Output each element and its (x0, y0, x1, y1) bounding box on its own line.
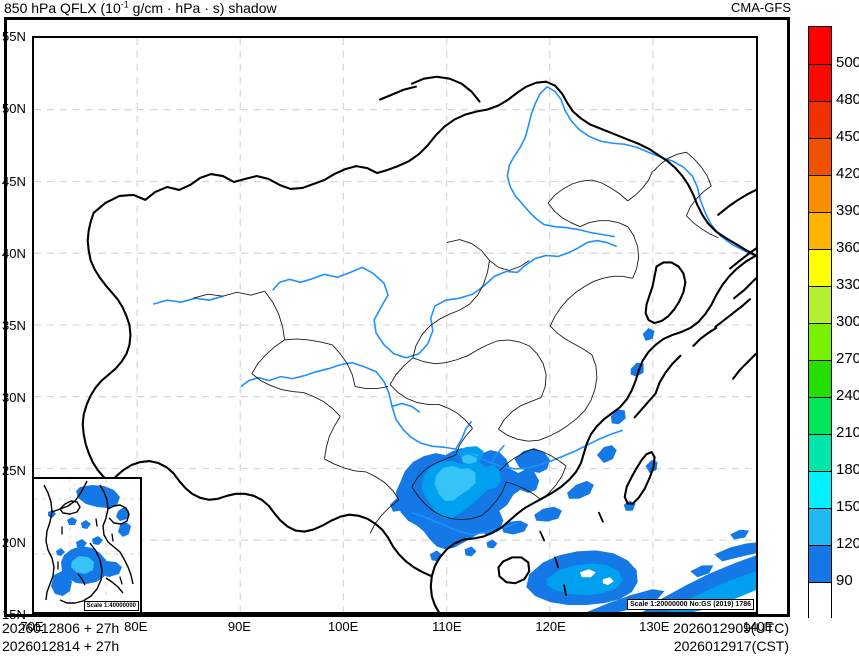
colorbar[interactable] (808, 26, 832, 619)
colorbar-tick-210: 210 (836, 424, 859, 441)
footer-left-line1: 2026012806 + 27h (2, 620, 120, 636)
colorbar-band-3 (809, 138, 831, 175)
colorbar-band-6 (809, 249, 831, 286)
colorbar-tick-180: 180 (836, 461, 859, 478)
y-axis-tick-45N: 45N (2, 173, 26, 189)
colorbar-band-7 (809, 286, 831, 323)
y-axis-tick-15N: 15N (2, 607, 26, 622)
colorbar-band-12 (809, 471, 831, 508)
inset-scale-label: Scale 1:40000000 (83, 601, 139, 611)
page-title-suffix: g/cm · hPa · s) shadow (128, 0, 277, 16)
colorbar-band-1 (809, 64, 831, 101)
colorbar-tick-270: 270 (836, 350, 859, 367)
page-title: 850 hPa QFLX (10-1 g/cm · hPa · s) shado… (4, 0, 277, 16)
colorbar-tick-360: 360 (836, 239, 859, 256)
colorbar-tick-390: 390 (836, 202, 859, 219)
y-axis-tick-40N: 40N (2, 245, 26, 261)
y-axis-tick-50N: 50N (2, 101, 26, 117)
colorbar-band-8 (809, 323, 831, 360)
x-axis-tick-100E: 100E (327, 619, 359, 634)
x-axis-tick-110E: 110E (432, 619, 462, 634)
footer-right-line1: 2026012909(UTC) (673, 620, 789, 636)
map-canvas[interactable]: Scale 1:20000000 No:GS (2019) 1786 (32, 36, 758, 614)
map-gridlines (34, 38, 756, 612)
colorbar-tick-330: 330 (836, 276, 859, 293)
boundary-dashes (539, 511, 604, 597)
qflx-shading (390, 327, 756, 612)
colorbar-tick-480: 480 (836, 91, 859, 108)
colorbar-tick-300: 300 (836, 313, 859, 330)
colorbar-band-15 (809, 582, 831, 619)
y-axis-tick-20N: 20N (2, 534, 26, 550)
colorbar-tick-420: 420 (836, 165, 859, 182)
x-axis-tick-140E: 140E (742, 619, 774, 634)
footer-left-line2: 2026012814 + 27h (2, 638, 120, 654)
colorbar-band-2 (809, 101, 831, 138)
x-axis-tick-80E: 80E (124, 619, 148, 634)
colorbar-tick-90: 90 (836, 572, 853, 589)
x-axis-tick-70E: 70E (20, 619, 44, 634)
colorbar-band-14 (809, 545, 831, 582)
map-scale-label: Scale 1:20000000 No:GS (2019) 1786 (626, 599, 754, 610)
y-axis-tick-25N: 25N (2, 462, 26, 478)
colorbar-band-0 (809, 27, 831, 64)
x-axis-tick-90E: 90E (227, 619, 251, 634)
x-axis-tick-120E: 120E (535, 619, 566, 634)
colorbar-tick-500: 500 (836, 54, 859, 71)
x-axis-tick-130E: 130E (639, 619, 670, 634)
colorbar-tick-240: 240 (836, 387, 859, 404)
colorbar-band-13 (809, 508, 831, 545)
inset-boundary-dashes (57, 518, 123, 585)
page-title-superscript: -1 (120, 0, 129, 10)
colorbar-band-11 (809, 434, 831, 471)
colorbar-band-9 (809, 360, 831, 397)
model-label: CMA-GFS (731, 0, 791, 15)
inset-coastlines (43, 480, 134, 604)
national-border (81, 75, 756, 612)
colorbar-tick-450: 450 (836, 128, 859, 145)
colorbar-band-10 (809, 397, 831, 434)
y-axis-tick-35N: 35N (2, 318, 26, 333)
colorbar-tick-150: 150 (836, 498, 859, 515)
y-axis-tick-30N: 30N (2, 390, 26, 406)
province-boundaries (193, 151, 719, 534)
y-axis-tick-55N: 55N (2, 29, 26, 44)
map-graphic (34, 38, 756, 612)
inset-shading (48, 485, 131, 596)
colorbar-tick-120: 120 (836, 535, 859, 552)
inset-gridlines (34, 479, 140, 612)
footer-right-line2: 2026012917(CST) (673, 638, 789, 654)
south-china-sea-inset[interactable]: Scale 1:40000000 (32, 477, 142, 614)
inset-graphic (34, 479, 140, 612)
colorbar-band-5 (809, 212, 831, 249)
page-title-prefix: 850 hPa QFLX (10 (4, 0, 121, 16)
colorbar-band-4 (809, 175, 831, 212)
